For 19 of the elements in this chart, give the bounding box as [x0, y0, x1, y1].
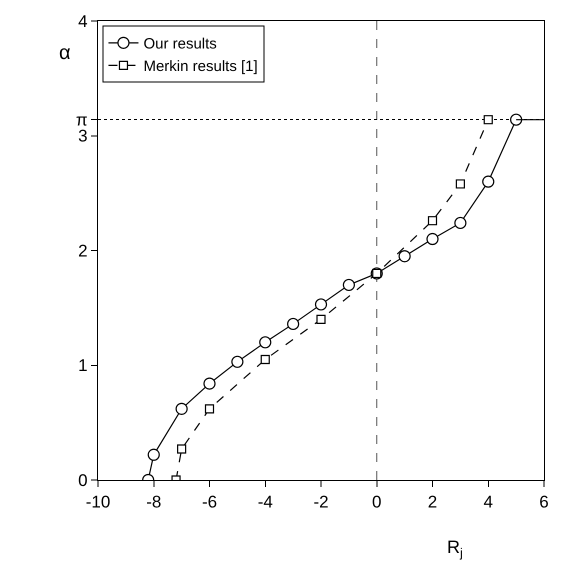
x-tick-label: -8 — [146, 492, 162, 512]
y-tick-label: 0 — [78, 470, 88, 490]
y-tick-label: 1 — [78, 356, 88, 376]
legend-label: Our results — [143, 36, 217, 53]
y-tick-label: 3 — [78, 126, 88, 146]
x-tick-label: -6 — [202, 492, 218, 512]
y-tick-label: π — [76, 110, 88, 130]
y-axis-title: α — [59, 42, 71, 64]
y-tick-label: 2 — [78, 241, 88, 260]
x-tick-label: -4 — [258, 492, 273, 512]
x-axis-title: R$_{j}$ — [447, 537, 463, 560]
x-tick-label: -2 — [313, 492, 329, 512]
x-tick-label: 4 — [484, 492, 493, 512]
x-tick-label: -10 — [86, 492, 110, 512]
x-tick-label: 6 — [539, 492, 549, 512]
x-tick-label: 2 — [428, 492, 438, 512]
x-tick-label: 0 — [372, 492, 382, 512]
legend-label: Merkin results [1] — [143, 58, 258, 76]
y-tick-label: 4 — [78, 12, 88, 31]
